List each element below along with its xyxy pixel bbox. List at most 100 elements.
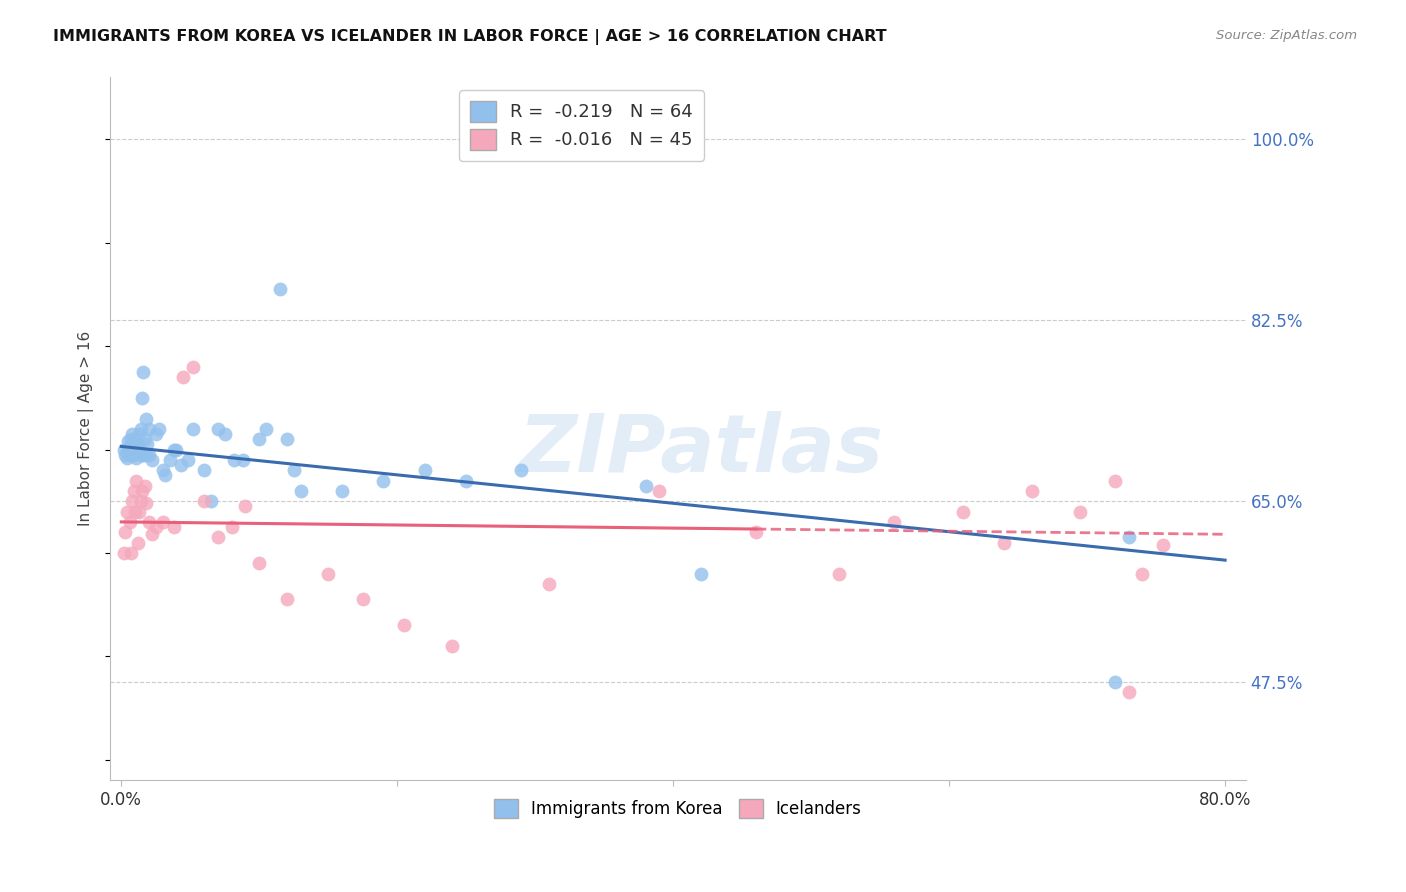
Point	[634, 479, 657, 493]
Point	[141, 527, 163, 541]
Point	[221, 520, 243, 534]
Point	[235, 500, 257, 514]
Point	[118, 515, 141, 529]
Point	[883, 515, 905, 529]
Point	[121, 427, 143, 442]
Point	[112, 442, 135, 457]
Point	[510, 463, 533, 477]
Point	[993, 535, 1015, 549]
Text: IMMIGRANTS FROM KOREA VS ICELANDER IN LABOR FORCE | AGE > 16 CORRELATION CHART: IMMIGRANTS FROM KOREA VS ICELANDER IN LA…	[53, 29, 887, 45]
Point	[138, 448, 160, 462]
Point	[134, 479, 156, 493]
Point	[124, 444, 146, 458]
Point	[122, 483, 145, 498]
Point	[392, 618, 415, 632]
Point	[125, 442, 148, 457]
Point	[232, 453, 254, 467]
Point	[330, 483, 353, 498]
Point	[352, 592, 374, 607]
Point	[135, 448, 157, 462]
Point	[129, 494, 152, 508]
Point	[127, 535, 149, 549]
Point	[141, 453, 163, 467]
Point	[131, 483, 153, 498]
Point	[115, 450, 138, 465]
Point	[181, 359, 204, 374]
Point	[128, 427, 150, 442]
Point	[1118, 530, 1140, 544]
Point	[118, 439, 141, 453]
Point	[166, 442, 188, 457]
Point	[413, 463, 436, 477]
Point	[290, 483, 312, 498]
Point	[152, 463, 174, 477]
Point	[159, 453, 181, 467]
Point	[131, 391, 153, 405]
Point	[128, 504, 150, 518]
Point	[1104, 474, 1126, 488]
Point	[135, 496, 157, 510]
Point	[247, 556, 270, 570]
Point	[138, 515, 160, 529]
Text: ZIPatlas: ZIPatlas	[519, 411, 883, 489]
Point	[163, 442, 186, 457]
Point	[121, 494, 143, 508]
Point	[124, 432, 146, 446]
Point	[148, 422, 170, 436]
Point	[128, 442, 150, 457]
Point	[127, 444, 149, 458]
Point	[1130, 566, 1153, 581]
Point	[283, 463, 305, 477]
Point	[124, 504, 146, 518]
Point	[373, 474, 395, 488]
Point	[117, 434, 139, 449]
Point	[1118, 685, 1140, 699]
Point	[125, 450, 148, 465]
Point	[115, 504, 138, 518]
Point	[145, 427, 167, 442]
Point	[169, 458, 191, 472]
Point	[207, 530, 229, 544]
Point	[441, 639, 464, 653]
Point	[176, 453, 198, 467]
Point	[1104, 675, 1126, 690]
Point	[120, 546, 142, 560]
Point	[247, 432, 270, 446]
Point	[132, 365, 155, 379]
Point	[131, 448, 153, 462]
Point	[134, 432, 156, 446]
Point	[224, 453, 246, 467]
Text: Source: ZipAtlas.com: Source: ZipAtlas.com	[1216, 29, 1357, 42]
Point	[200, 494, 222, 508]
Point	[112, 546, 135, 560]
Point	[117, 442, 139, 457]
Point	[276, 432, 298, 446]
Point	[172, 370, 194, 384]
Point	[114, 448, 136, 462]
Y-axis label: In Labor Force | Age > 16: In Labor Force | Age > 16	[79, 331, 94, 526]
Point	[193, 494, 215, 508]
Point	[316, 566, 339, 581]
Point	[122, 448, 145, 462]
Point	[952, 504, 974, 518]
Point	[152, 515, 174, 529]
Point	[214, 427, 236, 442]
Point	[145, 520, 167, 534]
Legend: Immigrants from Korea, Icelanders: Immigrants from Korea, Icelanders	[488, 792, 869, 825]
Point	[122, 437, 145, 451]
Point	[138, 422, 160, 436]
Point	[181, 422, 204, 436]
Point	[120, 432, 142, 446]
Point	[193, 463, 215, 477]
Point	[163, 520, 186, 534]
Point	[269, 282, 291, 296]
Point	[648, 483, 671, 498]
Point	[207, 422, 229, 436]
Point	[125, 474, 148, 488]
Point	[828, 566, 851, 581]
Point	[136, 437, 159, 451]
Point	[456, 474, 478, 488]
Point	[537, 577, 560, 591]
Point	[1069, 504, 1091, 518]
Point	[120, 448, 142, 462]
